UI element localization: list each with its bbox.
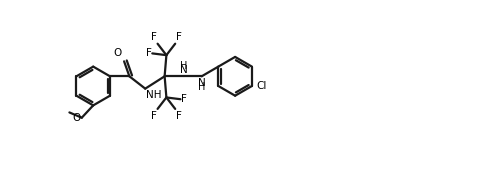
Text: F: F bbox=[176, 111, 182, 121]
Text: F: F bbox=[151, 32, 156, 42]
Text: N: N bbox=[198, 78, 206, 88]
Text: F: F bbox=[176, 32, 182, 42]
Text: NH: NH bbox=[146, 90, 162, 100]
Text: O: O bbox=[113, 48, 122, 58]
Text: F: F bbox=[181, 94, 187, 104]
Text: Cl: Cl bbox=[256, 81, 267, 91]
Text: N: N bbox=[180, 64, 188, 74]
Text: O: O bbox=[72, 113, 81, 123]
Text: H: H bbox=[180, 61, 188, 71]
Text: F: F bbox=[145, 48, 152, 58]
Text: H: H bbox=[198, 82, 205, 92]
Text: F: F bbox=[151, 111, 156, 121]
